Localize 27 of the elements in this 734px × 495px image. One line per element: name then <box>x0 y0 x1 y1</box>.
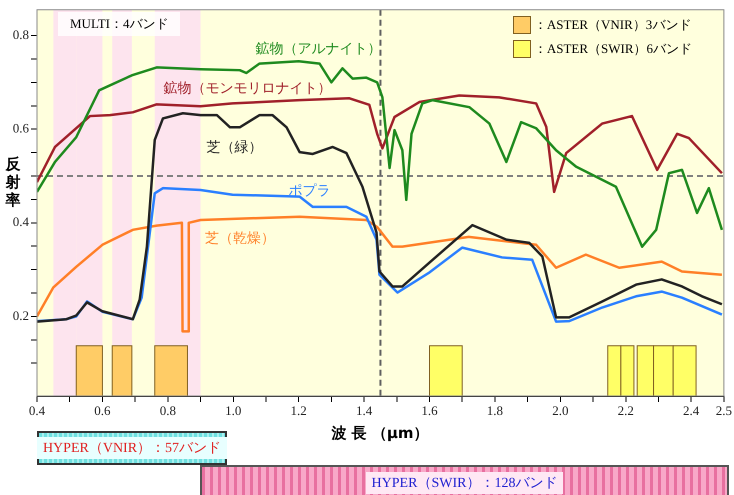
legend-label: ：ASTER（SWIR）6バンド <box>534 40 692 58</box>
series-label: 鉱物（アルナイト） <box>255 41 382 58</box>
text: HYPER（VNIR）：57バンド <box>36 437 228 459</box>
x-tick-label: 1.4 <box>356 403 373 418</box>
x-tick-label: 0.6 <box>94 403 112 418</box>
series-label: 芝（乾燥） <box>204 230 275 246</box>
x-tick-label: 2.5 <box>716 403 732 418</box>
x-tick-label: 1.2 <box>290 403 307 418</box>
text: HYPER（SWIR）：128バンド <box>366 472 564 494</box>
x-tick-label: 2.0 <box>552 403 568 418</box>
series-label: 鉱物（モンモリロナイト） <box>164 80 332 96</box>
annotation: MULTI：4バンド <box>58 12 180 36</box>
y-tick-label: 0.2 <box>12 308 29 323</box>
x-tick-label: 1.0 <box>225 403 242 418</box>
series-label: 芝（緑） <box>206 140 263 156</box>
x-tick-label: 2.2 <box>618 403 634 418</box>
x-tick-label: 2.4 <box>683 403 700 418</box>
y-tick-label: 0.4 <box>12 214 30 230</box>
x-tick-label: 1.8 <box>486 403 504 418</box>
y-tick-label: 0.6 <box>12 120 30 136</box>
x-tick-label: 0.4 <box>28 403 46 418</box>
x-tick-label: 1.6 <box>421 403 438 418</box>
legend-label: ：ASTER（VNIR）3バンド <box>534 16 692 34</box>
x-axis-title: 波 長 （μm） <box>330 424 430 443</box>
x-tick-label: 0.8 <box>160 403 176 418</box>
y-axis-title: 反射率 <box>4 155 22 209</box>
y-tick-label: 0.8 <box>12 26 29 42</box>
